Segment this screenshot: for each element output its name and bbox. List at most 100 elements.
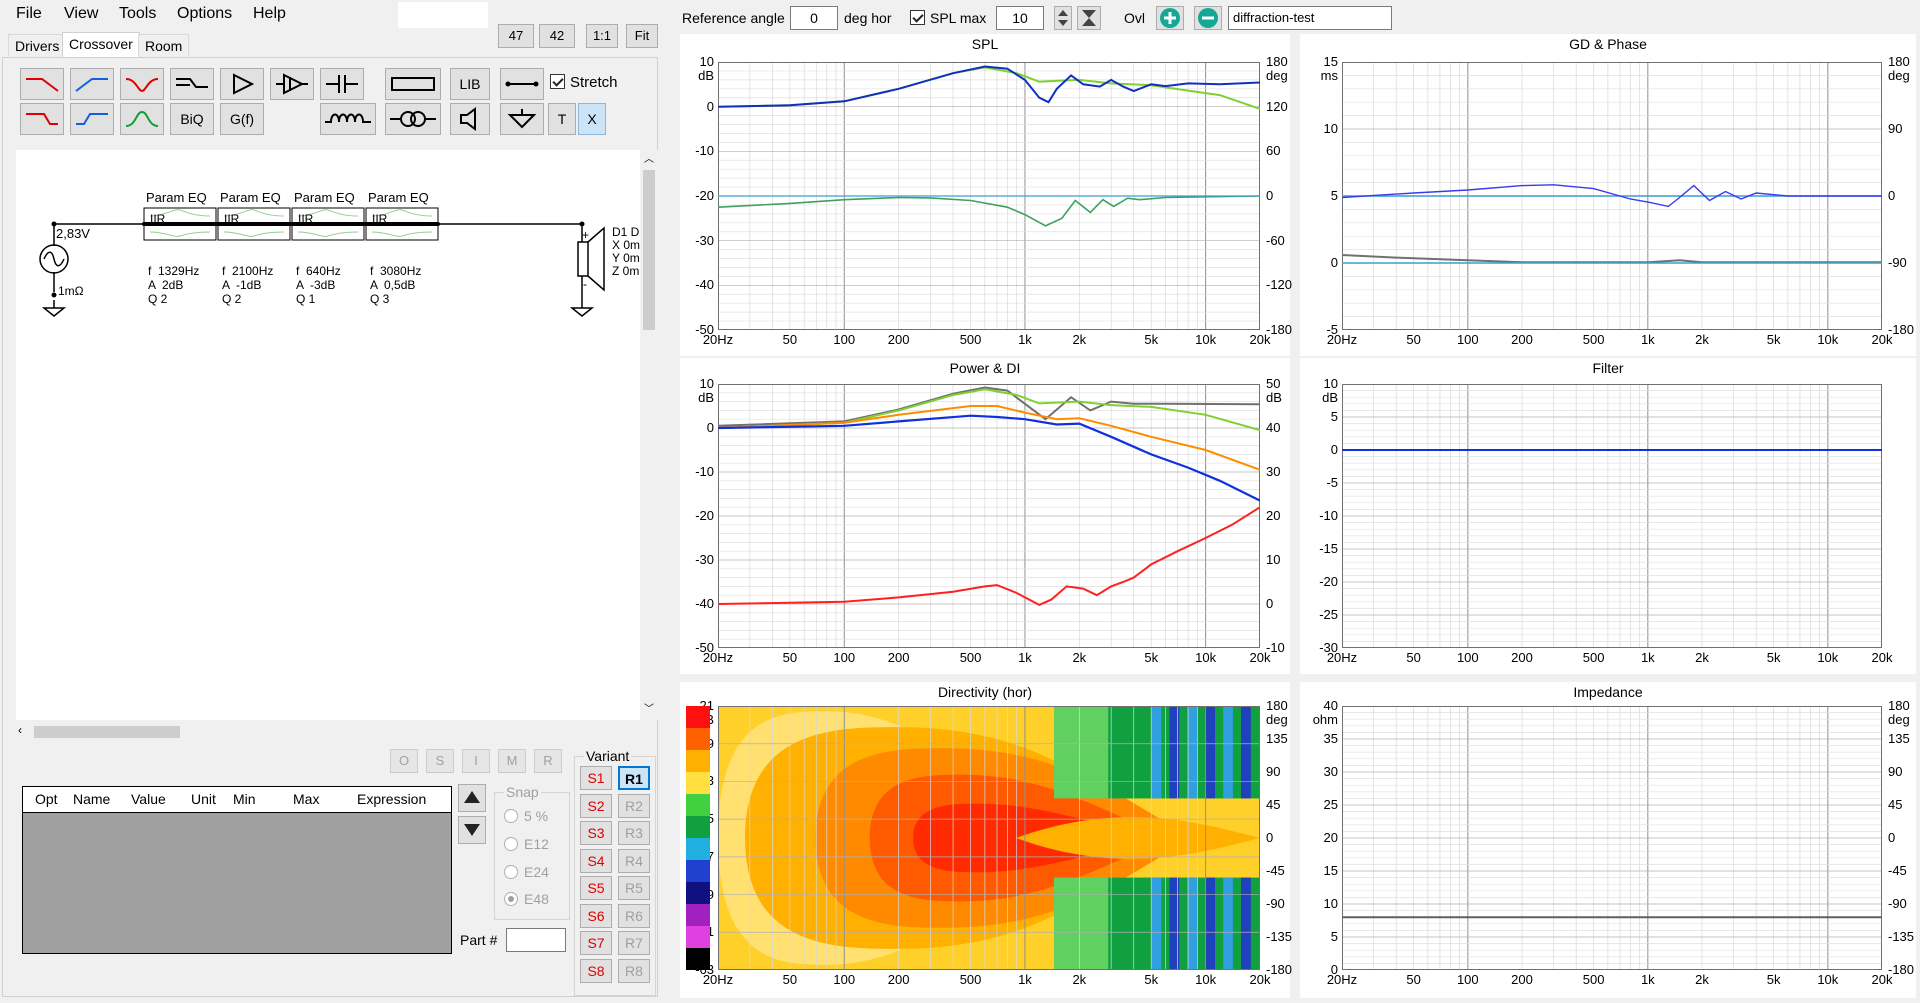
variant-r3-button[interactable]: R3	[618, 821, 650, 845]
variant-s5-button[interactable]: S5	[580, 876, 612, 900]
tab-room[interactable]: Room	[138, 34, 190, 56]
resistor-button[interactable]	[385, 68, 441, 100]
highpass2-blue-button[interactable]	[70, 103, 114, 135]
snap-5pct-radio[interactable]: 5 %	[504, 808, 548, 824]
plot-area[interactable]	[1342, 706, 1882, 970]
menu-file[interactable]: File	[16, 5, 42, 22]
variant-s4-button[interactable]: S4	[580, 848, 612, 873]
y-tick-label: 0	[706, 420, 714, 435]
reference-angle-input[interactable]: 0	[790, 6, 838, 30]
lib-button[interactable]: LIB	[450, 68, 490, 100]
lowpass-red-button[interactable]	[20, 68, 64, 100]
variant-s1-button[interactable]: S1	[580, 766, 612, 790]
tab-crossover[interactable]: Crossover	[62, 32, 140, 58]
variant-r8-button[interactable]: R8	[618, 958, 650, 983]
inductor-button[interactable]	[320, 103, 376, 135]
o-button[interactable]: O	[390, 749, 418, 773]
schematic-canvas[interactable]: 2,83V 1mΩ D1 D X 0m Y 0m Z 0m + - Param …	[16, 150, 644, 720]
scroll-left-icon[interactable]: ‹	[18, 723, 22, 737]
stretch-checkbox[interactable]: Stretch	[550, 74, 618, 91]
move-up-button[interactable]	[458, 784, 486, 812]
scroll-thumb[interactable]	[643, 170, 655, 330]
spl-max-checkbox[interactable]: SPL max	[910, 10, 986, 26]
plot-area[interactable]	[718, 62, 1260, 330]
spl-max-spinner[interactable]	[1054, 6, 1072, 30]
menu-tools[interactable]: Tools	[119, 5, 157, 22]
parameter-table[interactable]: Opt Name Value Unit Min Max Expression	[22, 786, 452, 954]
plot-area[interactable]	[1342, 384, 1882, 648]
part-number-input[interactable]	[506, 928, 566, 952]
text-button[interactable]: T	[548, 103, 576, 135]
x-tick-label: 1k	[1018, 332, 1032, 347]
y2-unit-label: deg	[1266, 712, 1288, 727]
variant-r6-button[interactable]: R6	[618, 903, 650, 928]
s-button[interactable]: S	[426, 749, 454, 773]
col-opt[interactable]: Opt	[35, 791, 58, 807]
plot-power: Power & DI 10 0 -10 -20 -30 -40 -50 dB 50 40 30 20 10…	[680, 358, 1290, 674]
variant-s3-button[interactable]: S3	[580, 821, 612, 845]
variant-r1-button[interactable]: R1	[618, 766, 650, 790]
tab-drivers[interactable]: Drivers	[8, 34, 67, 56]
move-down-button[interactable]	[458, 816, 486, 844]
i-button[interactable]: I	[462, 749, 490, 773]
opamp-button[interactable]	[270, 68, 314, 100]
spl-max-input[interactable]: 10	[996, 6, 1044, 30]
m-button[interactable]: M	[498, 749, 526, 773]
variant-s6-button[interactable]: S6	[580, 903, 612, 928]
bandpass-green-button[interactable]	[120, 103, 164, 135]
collapse-expand-button[interactable]	[1077, 6, 1101, 30]
transfer-function-button[interactable]: G(f)	[220, 103, 264, 135]
schematic-horizontal-scrollbar[interactable]: ‹	[16, 723, 648, 741]
col-min[interactable]: Min	[233, 791, 256, 807]
variant-r4-button[interactable]: R4	[618, 848, 650, 873]
lowpass2-red-button[interactable]	[20, 103, 64, 135]
amplifier-button[interactable]	[220, 68, 264, 100]
menu-options[interactable]: Options	[177, 5, 233, 22]
overlay-remove-button[interactable]	[1194, 6, 1222, 30]
variant-s7-button[interactable]: S7	[580, 931, 612, 955]
zoom-42-button[interactable]: 42	[539, 24, 575, 48]
col-expression[interactable]: Expression	[357, 791, 427, 807]
shelf-button[interactable]	[170, 68, 214, 100]
driver-button[interactable]	[450, 103, 490, 135]
notch-red-button[interactable]	[120, 68, 164, 100]
title-field[interactable]	[398, 2, 488, 28]
r-button[interactable]: R	[534, 749, 562, 773]
highpass-blue-button[interactable]	[70, 68, 114, 100]
zoom-fit-button[interactable]: Fit	[626, 24, 658, 48]
scroll-down-icon[interactable]: ﹀	[644, 704, 654, 715]
ground-button[interactable]	[500, 103, 544, 135]
snap-e48-radio[interactable]: E48	[504, 891, 549, 907]
snap-e24-radio[interactable]: E24	[504, 864, 549, 880]
capacitor-button[interactable]	[320, 68, 364, 100]
plot-area[interactable]	[1342, 62, 1882, 330]
biquad-button[interactable]: BiQ	[170, 103, 214, 135]
menu-help[interactable]: Help	[253, 5, 286, 22]
project-name-input[interactable]: diffraction-test	[1228, 6, 1392, 30]
wire-button[interactable]	[500, 68, 544, 100]
zoom-47-button[interactable]: 47	[498, 24, 534, 48]
overlay-add-button[interactable]	[1156, 6, 1184, 30]
transformer-button[interactable]	[385, 103, 441, 135]
variant-r5-button[interactable]: R5	[618, 876, 650, 900]
zoom-1to1-button[interactable]: 1:1	[586, 24, 618, 48]
schematic-vertical-scrollbar[interactable]: ︿ ﹀	[640, 150, 658, 720]
y2-tick-label: -120	[1266, 277, 1293, 293]
x-tick-label: 5k	[1766, 972, 1781, 987]
variant-s2-button[interactable]: S2	[580, 793, 612, 818]
plot-area[interactable]	[718, 384, 1260, 648]
plot-area[interactable]	[718, 706, 1260, 970]
menu-view[interactable]: View	[64, 5, 99, 22]
x-button[interactable]: X	[578, 103, 606, 135]
variant-r7-button[interactable]: R7	[618, 931, 650, 955]
scroll-up-icon[interactable]: ︿	[644, 154, 654, 165]
snap-e12-radio[interactable]: E12	[504, 836, 549, 852]
col-unit[interactable]: Unit	[191, 791, 216, 807]
scroll-thumb[interactable]	[34, 726, 180, 738]
col-value[interactable]: Value	[131, 791, 166, 807]
variant-s8-button[interactable]: S8	[580, 958, 612, 983]
y2-tick-label: 40	[1266, 420, 1281, 435]
col-name[interactable]: Name	[73, 791, 111, 807]
variant-r2-button[interactable]: R2	[618, 793, 650, 818]
col-max[interactable]: Max	[293, 791, 320, 807]
